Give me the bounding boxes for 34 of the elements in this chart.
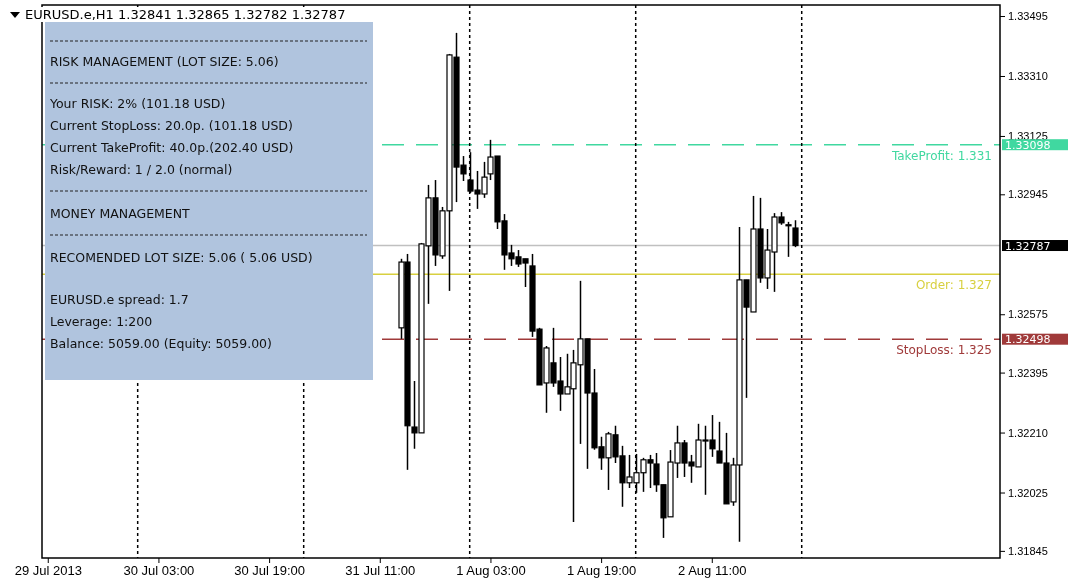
annotation: RISK MANAGEMENT (LOT SIZE: 5.06) [50, 54, 279, 69]
ref-line-label: TakeProfit: 1.331 [890, 148, 992, 163]
y-tick-label: 1.32395 [1008, 366, 1048, 379]
x-tick-label: 1 Aug 03:00 [456, 563, 526, 579]
x-tick-label: 2 Aug 11:00 [678, 563, 747, 579]
annotation: 1.32498 [1005, 333, 1051, 347]
x-tick-label: 30 Jul 03:00 [123, 563, 195, 579]
y-tick-label: 1.33310 [1008, 70, 1048, 83]
annotation: Current StopLoss: 20.0p. (101.18 USD) [50, 118, 293, 133]
y-tick-label: 1.33125 [1008, 129, 1048, 142]
annotation: Risk/Reward: 1 / 2.0 (normal) [50, 162, 233, 177]
candlestick [792, 219, 799, 248]
x-tick-label: 1 Aug 19:00 [566, 563, 637, 579]
chart-title: EURUSD.e,H1 1.32841 1.32865 1.32782 1.32787 [25, 7, 346, 22]
y-tick-label: 1.32945 [1008, 188, 1048, 201]
annotation: MONEY MANAGEMENT [50, 206, 191, 221]
candlestick [785, 221, 792, 258]
x-tick-label: 30 Jul 19:00 [234, 563, 306, 579]
ref-line-label: Order: 1.327 [915, 278, 992, 293]
annotation: RECOMENDED LOT SIZE: 5.06 ( 5.06 USD) [50, 250, 313, 265]
annotation: Balance: 5059.00 (Equity: 5059.00) [50, 336, 272, 351]
y-tick-label: 1.33495 [1008, 10, 1048, 23]
y-tick-label: 1.32025 [1008, 486, 1048, 499]
y-tick-label: 1.32210 [1008, 426, 1048, 439]
x-tick-label: 31 Jul 11:00 [345, 563, 416, 579]
y-tick-label: 1.32575 [1008, 308, 1048, 321]
annotation: Current TakeProfit: 40.0p.(202.40 USD) [50, 140, 294, 155]
ref-line-label: StopLoss: 1.325 [896, 343, 992, 358]
y-tick-label: 1.31845 [1008, 544, 1048, 557]
annotation: Leverage: 1:200 [50, 314, 153, 329]
annotation: EURUSD.e spread: 1.7 [50, 292, 189, 307]
x-tick-label: 29 Jul 2013 [14, 563, 82, 579]
annotation: Your RISK: 2% (101.18 USD) [49, 96, 226, 111]
annotation: 1.32787 [1005, 239, 1051, 253]
